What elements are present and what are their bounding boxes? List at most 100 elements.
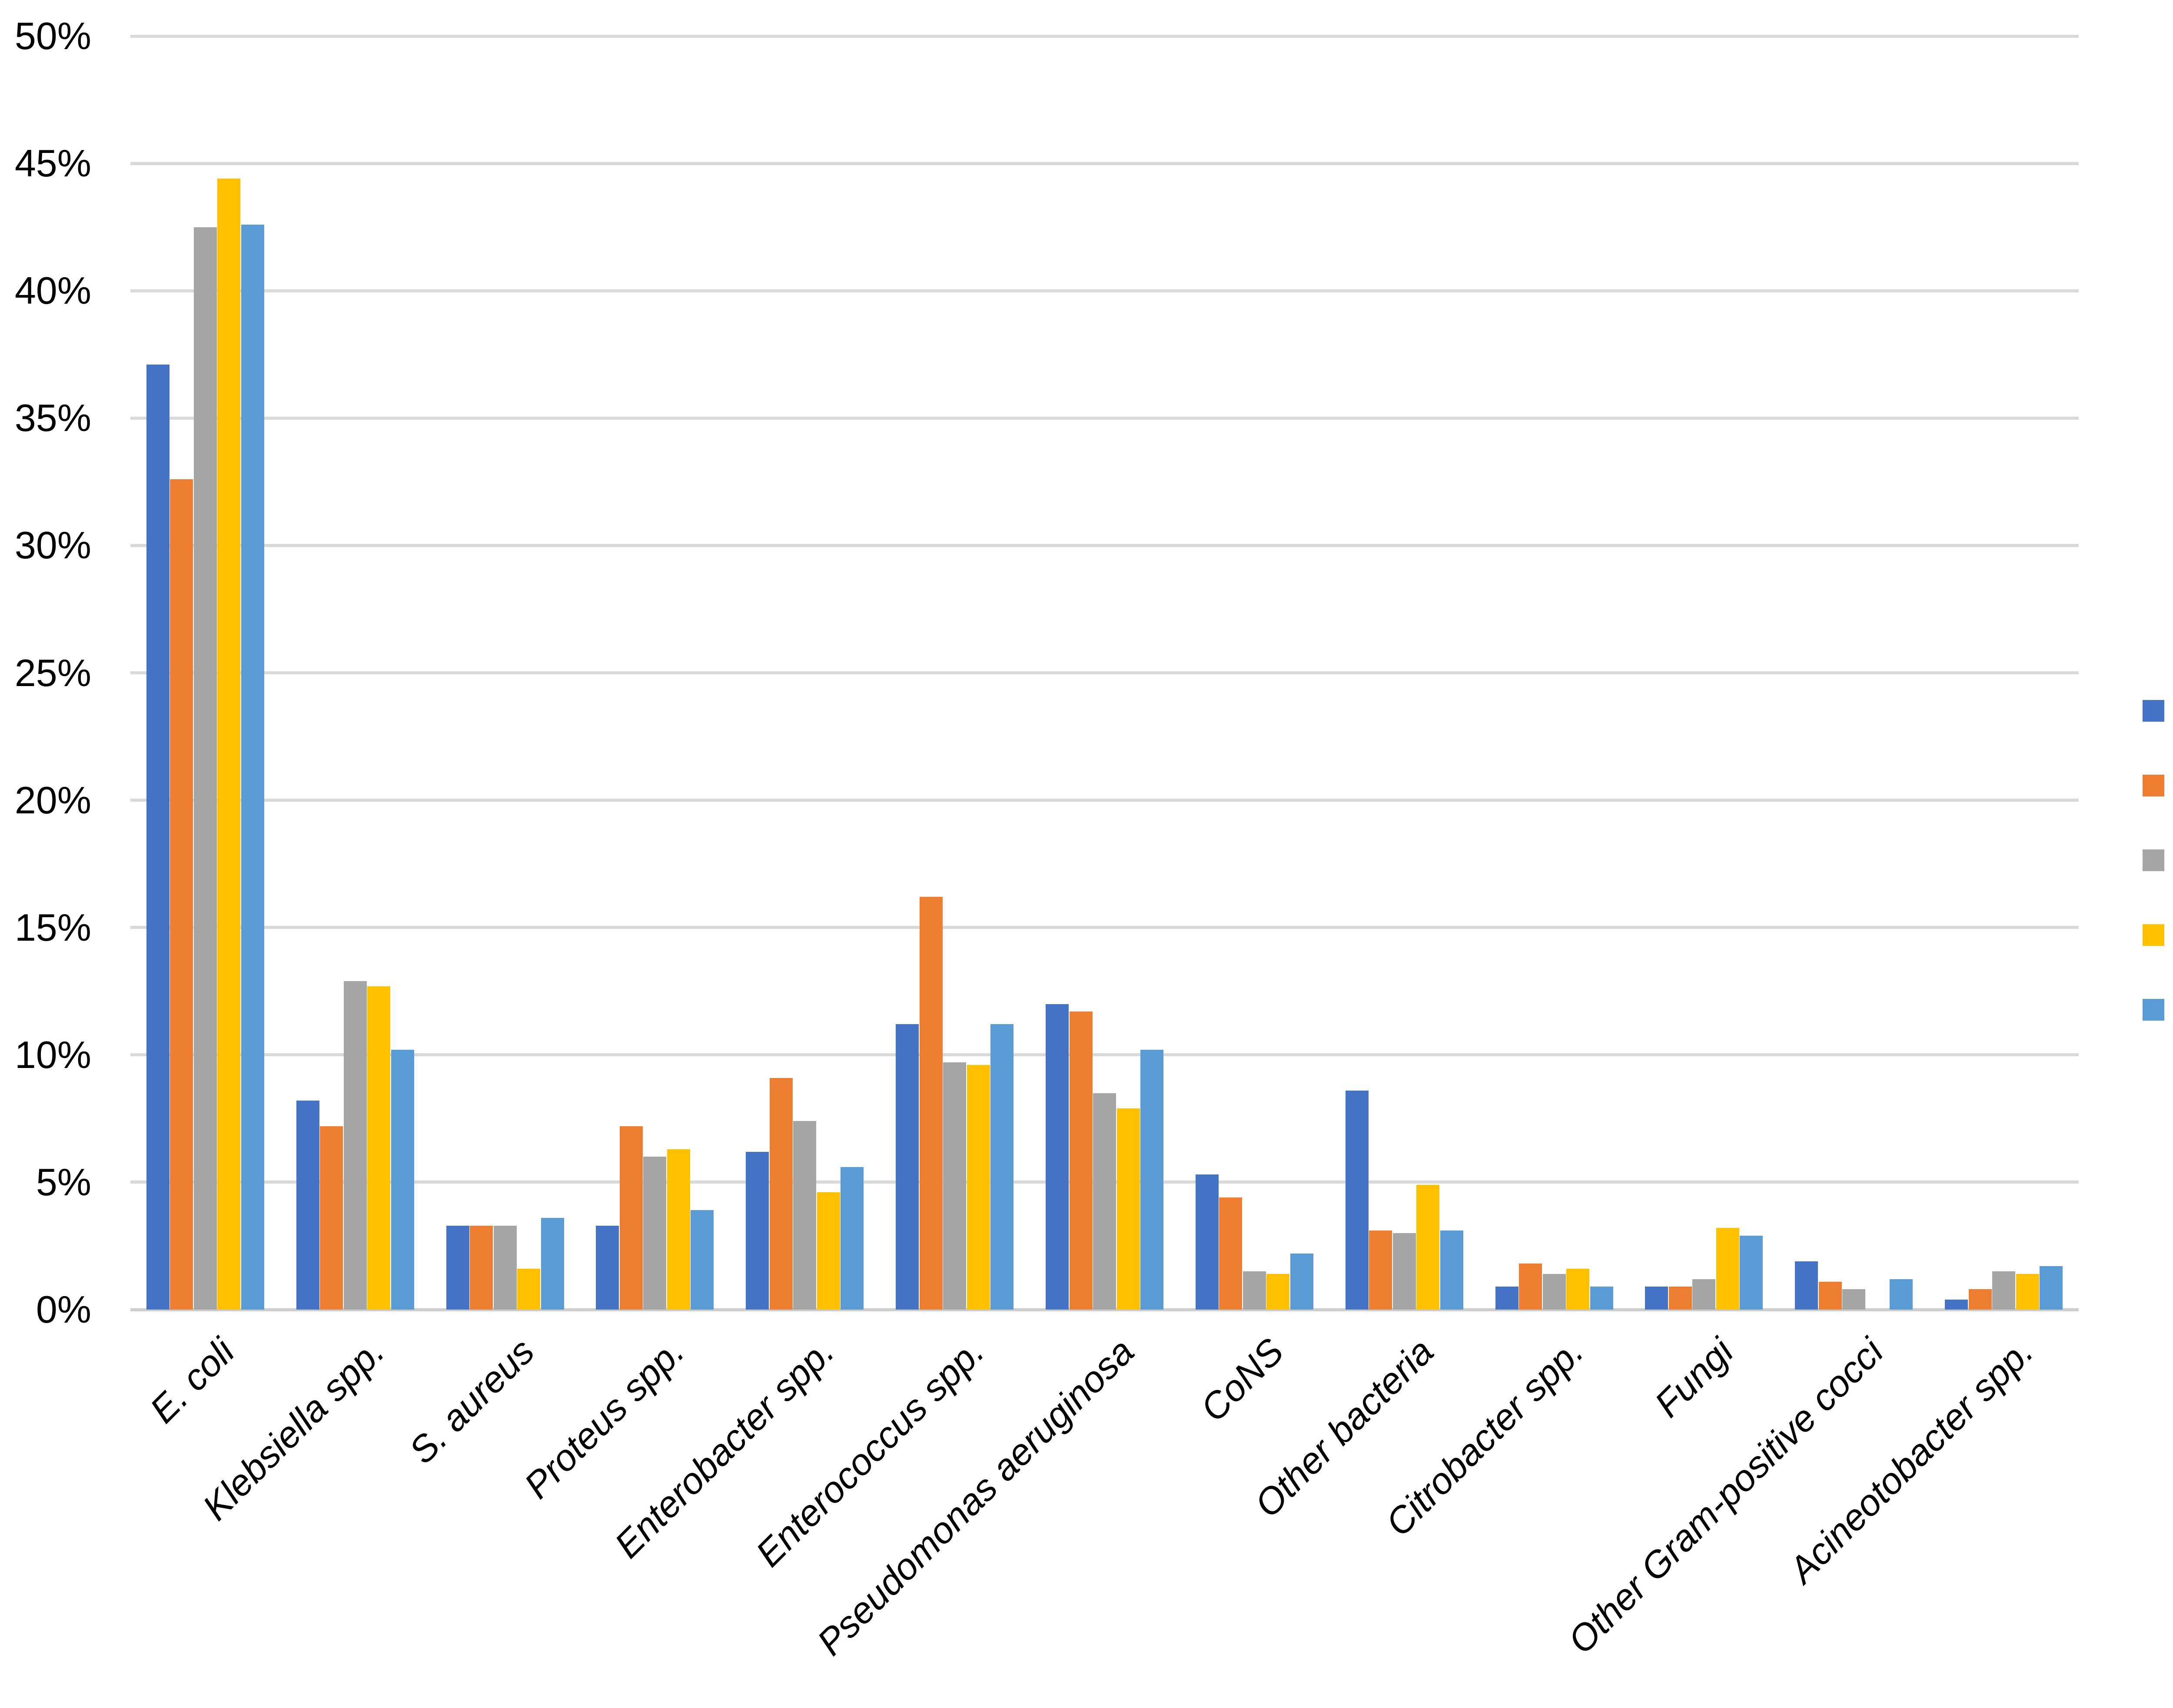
bar-urosepsis-s-aureus [541,1218,564,1310]
bar-asymtomatic-bacteriuria-enterobacter-spp- [770,1078,793,1310]
bar-urosepsis-proteus-spp- [691,1210,714,1310]
bar-urosepsis-fungi [1740,1236,1763,1310]
bar-urosepsis-klebsiella-spp- [391,1050,414,1310]
x-category-label-other-gram-positive-cocci: Other Gram-positive cocci [1560,1330,1891,1662]
bar-asymtomatic-bacteriuria-proteus-spp- [620,1126,643,1310]
x-category-label-pseudomonas-aeruginosa: Pseudomonas aeruginosa [809,1330,1142,1664]
gridline-15 [130,926,2079,929]
y-tick-label-15: 15% [14,906,91,949]
bar-pyelonephritis-proteus-spp- [667,1149,690,1310]
legend-swatch-icon [2143,700,2164,722]
y-tick-label-30: 30% [14,524,91,567]
bar-urosepsis-pseudomonas-aeruginosa [1140,1050,1163,1310]
y-tick-label-20: 20% [14,779,91,822]
bar-urosepsis-enterobacter-spp- [841,1167,864,1310]
bar-cystitis-proteus-spp- [643,1157,666,1310]
bar-magi-other-bacteria [1346,1091,1369,1310]
x-category-label-e-coli: E. coli [142,1330,243,1431]
gridline-35 [130,417,2079,420]
bar-asymtomatic-bacteriuria-enterococcus-spp- [920,897,943,1310]
bar-asymtomatic-bacteriuria-other-gram-positive-cocci [1819,1282,1842,1310]
bar-cystitis-other-gram-positive-cocci [1842,1289,1865,1310]
bar-asymtomatic-bacteriuria-s-aureus [470,1226,493,1310]
y-tick-label-50: 50% [14,14,91,57]
bar-urosepsis-citrobacter-spp- [1590,1287,1613,1310]
bar-magi-citrobacter-spp- [1495,1287,1518,1310]
bar-cystitis-acineotobacter-spp- [1992,1271,2015,1310]
bar-cystitis-fungi [1692,1279,1715,1310]
legend-item-magi: MAGI [2143,690,2173,732]
legend-item-pyelonephritis: Pyelonephritis [2143,914,2173,956]
bar-cystitis-enterobacter-spp- [793,1121,816,1310]
bar-magi-fungi [1645,1287,1668,1310]
bar-pyelonephritis-fungi [1716,1228,1739,1310]
bar-asymtomatic-bacteriuria-cons [1219,1197,1242,1310]
bar-urosepsis-acineotobacter-spp- [2040,1266,2063,1310]
bar-cystitis-s-aureus [494,1226,517,1310]
y-tick-label-35: 35% [14,396,91,439]
legend-item-urosepsis: Urosepsis [2143,988,2173,1031]
bar-pyelonephritis-enterobacter-spp- [817,1192,840,1310]
bar-pyelonephritis-enterococcus-spp- [967,1065,990,1310]
bar-pyelonephritis-s-aureus [517,1269,540,1310]
bar-urosepsis-enterococcus-spp- [990,1024,1013,1310]
bar-pyelonephritis-klebsiella-spp- [367,986,390,1310]
bar-magi-acineotobacter-spp- [1945,1300,1968,1310]
bar-magi-enterococcus-spp- [896,1024,919,1310]
x-axis-line [130,1308,2079,1311]
legend-swatch-icon [2143,924,2164,946]
gridline-40 [130,289,2079,292]
legend-item-cystitis: Cystitis [2143,839,2173,882]
bar-cystitis-cons [1243,1271,1266,1310]
bar-magi-s-aureus [446,1226,469,1310]
bar-magi-proteus-spp- [596,1226,619,1310]
bar-cystitis-other-bacteria [1393,1233,1416,1310]
gridline-25 [130,671,2079,674]
legend-swatch-icon [2143,775,2164,796]
bar-cystitis-citrobacter-spp- [1543,1274,1566,1310]
x-category-label-s-aureus: S. aureus [401,1330,542,1472]
bar-cystitis-klebsiella-spp- [344,981,367,1310]
gridline-30 [130,544,2079,547]
bar-asymtomatic-bacteriuria-e-coli [170,479,193,1310]
bar-magi-klebsiella-spp- [296,1101,319,1310]
bar-pyelonephritis-cons [1266,1274,1289,1310]
legend-swatch-icon [2143,849,2164,871]
bar-asymtomatic-bacteriuria-other-bacteria [1369,1230,1392,1310]
bar-magi-other-gram-positive-cocci [1795,1261,1818,1310]
bar-cystitis-pseudomonas-aeruginosa [1093,1093,1116,1310]
y-tick-label-10: 10% [14,1033,91,1076]
bar-asymtomatic-bacteriuria-citrobacter-spp- [1519,1264,1542,1310]
y-tick-label-25: 25% [14,651,91,694]
bar-cystitis-enterococcus-spp- [943,1062,966,1310]
legend-item-asymtomatic-bacteriuria: Asymtomatic bacteriuria [2143,764,2173,807]
x-category-label-acineotobacter-spp-: Acineotobacter spp. [1781,1330,2041,1591]
bar-magi-cons [1196,1174,1219,1310]
bar-cystitis-e-coli [194,227,217,1310]
gridline-20 [130,799,2079,802]
gridline-45 [130,162,2079,165]
bar-asymtomatic-bacteriuria-acineotobacter-spp- [1969,1289,1992,1310]
x-category-label-fungi: Fungi [1647,1330,1741,1426]
bar-asymtomatic-bacteriuria-pseudomonas-aeruginosa [1070,1012,1093,1310]
bar-pyelonephritis-pseudomonas-aeruginosa [1117,1108,1140,1310]
bar-pyelonephritis-citrobacter-spp- [1566,1269,1589,1310]
y-tick-label-0: 0% [36,1288,91,1331]
bar-magi-pseudomonas-aeruginosa [1046,1004,1069,1310]
y-tick-label-5: 5% [36,1161,91,1204]
x-category-label-cons: CoNS [1193,1330,1292,1430]
bar-urosepsis-e-coli [241,225,264,1310]
bar-asymtomatic-bacteriuria-fungi [1669,1287,1692,1310]
y-tick-label-40: 40% [14,269,91,312]
bar-urosepsis-other-gram-positive-cocci [1890,1279,1913,1310]
bar-magi-enterobacter-spp- [746,1152,769,1310]
bar-pyelonephritis-other-bacteria [1416,1185,1439,1310]
bar-urosepsis-other-bacteria [1440,1230,1463,1310]
y-tick-label-45: 45% [14,142,91,185]
legend-swatch-icon [2143,999,2164,1021]
bar-urosepsis-cons [1290,1254,1313,1310]
gridline-50 [130,35,2079,38]
gridline-10 [130,1053,2079,1056]
bar-asymtomatic-bacteriuria-klebsiella-spp- [320,1126,343,1310]
